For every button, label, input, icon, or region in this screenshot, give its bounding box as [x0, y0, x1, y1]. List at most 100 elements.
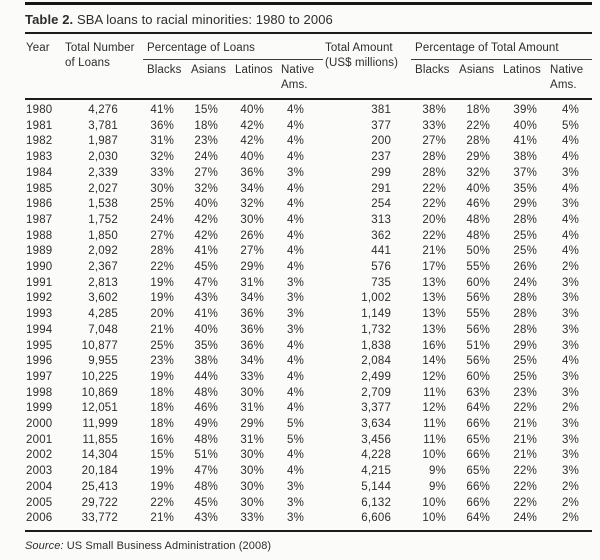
cell-total-loans: 3,602 — [88, 292, 118, 305]
cell-pct-loans-latinos: 26% — [240, 229, 264, 242]
cell-total-amount: 735 — [371, 276, 392, 289]
cell-pct-amount-latinos: 28% — [513, 292, 538, 305]
cell-year: 1987 — [26, 213, 53, 226]
cell-pct-loans-latinos: 29% — [240, 418, 264, 431]
cell-pct-loans-latinos: 42% — [240, 135, 264, 148]
cell-total-amount: 1,002 — [361, 292, 392, 305]
cell-total-loans: 1,987 — [88, 135, 118, 148]
cell-pct-amount-native: 2% — [562, 496, 580, 509]
cell-pct-loans-asians: 46% — [194, 402, 218, 415]
table-row: 1985 2,027 30% 32% 34% 4% 291 22% 40% 35% 4% — [25, 182, 592, 198]
cell-pct-loans-blacks: 16% — [150, 433, 174, 446]
cell-pct-loans-blacks: 31% — [150, 135, 174, 148]
cell-pct-loans-asians: 40% — [194, 323, 218, 336]
cell-pct-amount-native: 3% — [562, 418, 580, 431]
cell-pct-amount-asians: 22% — [466, 119, 491, 132]
cell-pct-loans-blacks: 25% — [150, 339, 174, 352]
top-rule — [25, 2, 592, 5]
cell-pct-loans-blacks: 25% — [150, 198, 174, 211]
cell-pct-amount-native: 5% — [562, 119, 580, 132]
cell-pct-amount-asians: 66% — [466, 449, 491, 462]
col-header-pct-loans-native: Native Ams. — [277, 59, 324, 100]
table-row: 1983 2,030 32% 24% 40% 4% 237 28% 29% 38% 4% — [25, 150, 592, 166]
cell-total-amount: 299 — [371, 166, 392, 179]
cell-pct-loans-native: 3% — [287, 496, 305, 509]
cell-pct-amount-latinos: 24% — [513, 512, 538, 525]
cell-year: 1995 — [26, 339, 53, 352]
cell-pct-amount-blacks: 11% — [423, 433, 447, 446]
cell-pct-loans-latinos: 30% — [240, 465, 264, 478]
cell-pct-amount-native: 4% — [562, 355, 580, 368]
cell-pct-amount-latinos: 26% — [513, 261, 538, 274]
cell-pct-loans-blacks: 33% — [150, 166, 174, 179]
cell-pct-loans-asians: 35% — [194, 339, 218, 352]
cell-pct-amount-blacks: 38% — [422, 104, 447, 116]
cell-total-loans: 10,225 — [81, 370, 118, 383]
cell-total-loans: 29,722 — [81, 496, 118, 509]
cell-total-amount: 1,149 — [361, 308, 392, 321]
table-row: 2002 14,304 15% 51% 30% 4% 4,228 10% 66% 21% 3% — [25, 448, 592, 464]
cell-year: 1982 — [26, 135, 53, 148]
table-row: 2003 20,184 19% 47% 30% 4% 4,215 9% 65% 22% 3% — [25, 464, 592, 480]
cell-pct-amount-asians: 60% — [466, 370, 491, 383]
cell-pct-loans-asians: 48% — [194, 386, 218, 399]
cell-total-loans: 7,048 — [88, 323, 118, 336]
table-title-text: SBA loans to racial minorities: 1980 to … — [76, 12, 333, 27]
table-row: 1998 10,869 18% 48% 30% 4% 2,709 11% 63% 23% 3% — [25, 386, 592, 402]
cell-total-amount: 4,215 — [361, 465, 392, 478]
cell-pct-amount-native: 3% — [562, 292, 580, 305]
cell-total-loans: 12,051 — [81, 402, 118, 415]
cell-total-loans: 9,955 — [88, 355, 118, 368]
cell-pct-amount-latinos: 39% — [513, 104, 538, 116]
cell-pct-loans-latinos: 36% — [240, 323, 264, 336]
source-text: US Small Business Administration (2008) — [66, 539, 272, 552]
cell-pct-loans-blacks: 28% — [150, 245, 174, 258]
cell-pct-amount-native: 3% — [562, 166, 580, 179]
cell-pct-amount-blacks: 12% — [422, 402, 447, 415]
cell-pct-loans-latinos: 40% — [240, 151, 264, 164]
cell-pct-amount-native: 4% — [562, 104, 580, 116]
cell-pct-loans-asians: 47% — [194, 465, 218, 478]
cell-pct-amount-latinos: 22% — [513, 496, 538, 509]
col-header-pct-loans-blacks: Blacks — [143, 59, 187, 100]
cell-total-loans: 25,413 — [81, 480, 118, 493]
cell-pct-amount-blacks: 10% — [422, 449, 447, 462]
cell-pct-loans-native: 3% — [287, 323, 305, 336]
table-row: 1984 2,339 33% 27% 36% 3% 299 28% 32% 37% 3% — [25, 166, 592, 182]
cell-pct-loans-asians: 49% — [194, 418, 218, 431]
cell-year: 1994 — [26, 323, 53, 336]
cell-pct-amount-asians: 64% — [466, 402, 491, 415]
table-row: 1996 9,955 23% 38% 34% 4% 2,084 14% 56% 25% 4% — [25, 354, 592, 370]
cell-total-amount: 237 — [371, 151, 392, 164]
cell-total-loans: 2,813 — [88, 276, 118, 289]
cell-pct-amount-blacks: 14% — [422, 355, 447, 368]
cell-pct-loans-native: 3% — [287, 166, 305, 179]
cell-pct-loans-asians: 45% — [194, 261, 218, 274]
cell-pct-amount-native: 3% — [562, 386, 580, 399]
cell-pct-loans-asians: 43% — [194, 512, 218, 525]
cell-pct-amount-asians: 66% — [466, 418, 491, 431]
cell-pct-loans-blacks: 22% — [150, 496, 174, 509]
cell-pct-loans-latinos: 34% — [240, 182, 264, 195]
cell-pct-amount-blacks: 10% — [422, 512, 447, 525]
cell-pct-amount-latinos: 40% — [513, 119, 538, 132]
cell-pct-loans-latinos: 33% — [240, 370, 264, 383]
cell-total-loans: 11,855 — [82, 433, 118, 446]
cell-pct-loans-asians: 44% — [194, 370, 218, 383]
cell-year: 1999 — [26, 402, 53, 415]
cell-total-loans: 10,877 — [81, 339, 118, 352]
cell-pct-amount-blacks: 13% — [422, 276, 447, 289]
cell-pct-loans-blacks: 19% — [150, 370, 174, 383]
sba-loans-table: Year Total Number of Loans Percentage of… — [25, 32, 593, 532]
cell-pct-loans-latinos: 36% — [240, 339, 264, 352]
cell-pct-loans-latinos: 30% — [240, 386, 264, 399]
cell-year: 2001 — [26, 433, 53, 446]
cell-total-loans: 1,752 — [88, 213, 118, 226]
cell-pct-loans-native: 3% — [287, 276, 305, 289]
cell-pct-loans-latinos: 31% — [240, 402, 264, 415]
col-header-pct-loans-latinos: Latinos — [231, 59, 277, 100]
cell-pct-amount-blacks: 10% — [422, 496, 447, 509]
cell-pct-amount-latinos: 24% — [513, 276, 538, 289]
table-row: 1993 4,285 20% 41% 36% 3% 1,149 13% 55% 28% 3% — [25, 307, 592, 323]
cell-pct-amount-blacks: 17% — [422, 261, 447, 274]
